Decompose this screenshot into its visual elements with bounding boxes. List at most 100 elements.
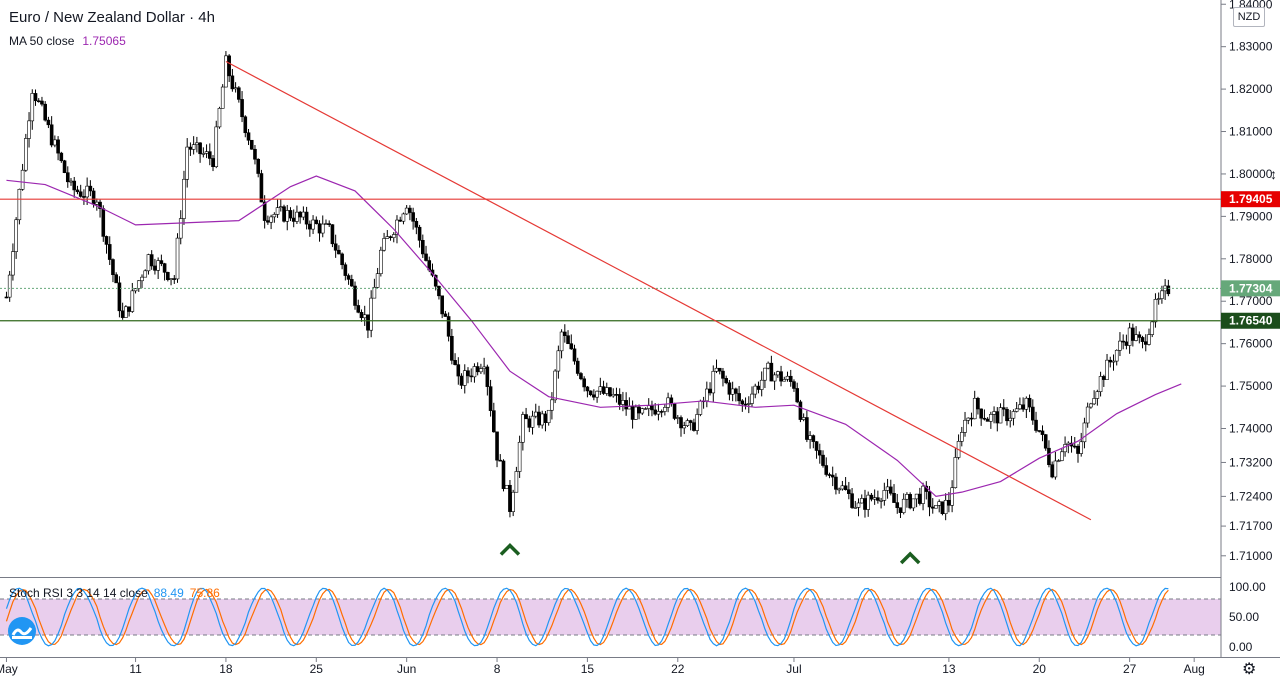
candle-body bbox=[291, 217, 296, 222]
candle-body bbox=[1143, 341, 1148, 345]
candle-body bbox=[530, 415, 535, 428]
candle-body bbox=[892, 493, 896, 503]
time-tick-label: Aug bbox=[1184, 662, 1205, 676]
candle-body bbox=[353, 285, 357, 306]
candle-body bbox=[1140, 337, 1145, 342]
candle-body bbox=[869, 494, 874, 500]
candle-body bbox=[382, 238, 386, 251]
candle-body bbox=[659, 411, 664, 413]
candle-body bbox=[272, 214, 277, 218]
candle-body bbox=[1124, 341, 1129, 346]
candle-body bbox=[346, 275, 351, 280]
candle-body bbox=[340, 253, 344, 266]
candle-body bbox=[369, 297, 373, 331]
candle-body bbox=[111, 259, 115, 276]
candle-body bbox=[666, 397, 670, 408]
candle-body bbox=[1047, 447, 1051, 465]
candle-body bbox=[450, 335, 454, 361]
cursor-icon: ↕ bbox=[1270, 166, 1277, 182]
candle-body bbox=[401, 213, 406, 222]
candle-body bbox=[124, 306, 128, 318]
candle-body bbox=[872, 497, 877, 500]
trendline bbox=[225, 60, 1092, 521]
candle-body bbox=[556, 350, 561, 372]
candle-body bbox=[501, 460, 506, 489]
price-tick-label: 1.75000 bbox=[1229, 379, 1273, 393]
ma-label: MA 50 close bbox=[9, 34, 75, 48]
candle-body bbox=[36, 100, 41, 103]
candle-body bbox=[1160, 290, 1164, 299]
candle-body bbox=[198, 142, 202, 155]
price-tick-label: 1.77000 bbox=[1229, 294, 1273, 308]
time-tick-label: 20 bbox=[1033, 662, 1047, 676]
candle-body bbox=[1114, 349, 1119, 362]
candle-body bbox=[630, 406, 635, 420]
candle-body bbox=[88, 185, 93, 192]
candle-body bbox=[882, 490, 887, 501]
candle-body bbox=[714, 367, 719, 372]
candle-body bbox=[443, 313, 448, 317]
candle-body bbox=[795, 388, 799, 403]
candle-body bbox=[959, 432, 964, 442]
candle-body bbox=[779, 371, 783, 382]
candle-body bbox=[472, 366, 477, 378]
candle-body bbox=[1092, 398, 1096, 405]
candle-body bbox=[362, 314, 367, 319]
candle-body bbox=[130, 290, 135, 312]
candle-body bbox=[569, 343, 574, 350]
candle-body bbox=[1127, 327, 1132, 346]
time-tick-label: 25 bbox=[310, 662, 324, 676]
candle-body bbox=[43, 103, 47, 121]
stoch-label: Stoch RSI 3 3 14 14 close bbox=[9, 586, 148, 600]
time-tick-label: 8 bbox=[494, 662, 501, 676]
candle-body bbox=[1066, 442, 1071, 445]
candle-body bbox=[537, 411, 541, 426]
candle-body bbox=[188, 146, 193, 150]
candle-body bbox=[95, 201, 99, 205]
support-price-label-bg bbox=[1221, 312, 1280, 329]
candle-body bbox=[895, 502, 900, 508]
time-tick-label: Jul bbox=[786, 662, 801, 676]
candle-body bbox=[359, 312, 364, 319]
price-tick-label: 1.72400 bbox=[1229, 489, 1273, 503]
candle-body bbox=[114, 274, 118, 284]
price-tick-label: 1.79000 bbox=[1229, 209, 1273, 223]
candle-body bbox=[1089, 403, 1093, 408]
candle-body bbox=[308, 223, 312, 230]
candle-body bbox=[559, 331, 564, 352]
candle-body bbox=[824, 465, 829, 475]
candle-body bbox=[540, 413, 545, 426]
candle-body bbox=[172, 278, 177, 280]
price-tick-label: 1.80000 bbox=[1229, 167, 1273, 181]
candle-body bbox=[462, 370, 467, 386]
candle-body bbox=[1118, 340, 1122, 351]
candle-body bbox=[156, 260, 160, 271]
candle-body bbox=[521, 414, 525, 443]
candle-body bbox=[1131, 327, 1135, 341]
candle-body bbox=[524, 414, 528, 420]
candle-body bbox=[1166, 285, 1171, 295]
candle-body bbox=[191, 144, 196, 150]
tradingview-logo-icon bbox=[8, 617, 36, 645]
time-tick-label: 13 bbox=[942, 662, 956, 676]
candle-body bbox=[698, 400, 703, 415]
candle-body bbox=[533, 411, 538, 417]
gear-icon[interactable]: ⚙ bbox=[1242, 661, 1257, 678]
candle-body bbox=[646, 405, 651, 409]
currency-badge[interactable]: NZD bbox=[1233, 7, 1265, 27]
candle-body bbox=[243, 116, 248, 134]
candle-body bbox=[24, 138, 28, 171]
candle-body bbox=[656, 411, 661, 415]
candle-body bbox=[217, 108, 222, 128]
candle-body bbox=[1111, 360, 1116, 363]
candle-body bbox=[859, 498, 864, 504]
candle-body bbox=[143, 270, 148, 278]
time-tick-label: 11 bbox=[129, 662, 142, 676]
candle-body bbox=[692, 422, 696, 431]
candle-body bbox=[1108, 359, 1113, 363]
ma-legend[interactable]: MA 50 close 1.75065 bbox=[9, 34, 126, 48]
stoch-legend[interactable]: Stoch RSI 3 3 14 14 close 88.49 75.86 bbox=[9, 586, 220, 600]
candle-body bbox=[614, 394, 619, 396]
candle-body bbox=[175, 237, 180, 280]
